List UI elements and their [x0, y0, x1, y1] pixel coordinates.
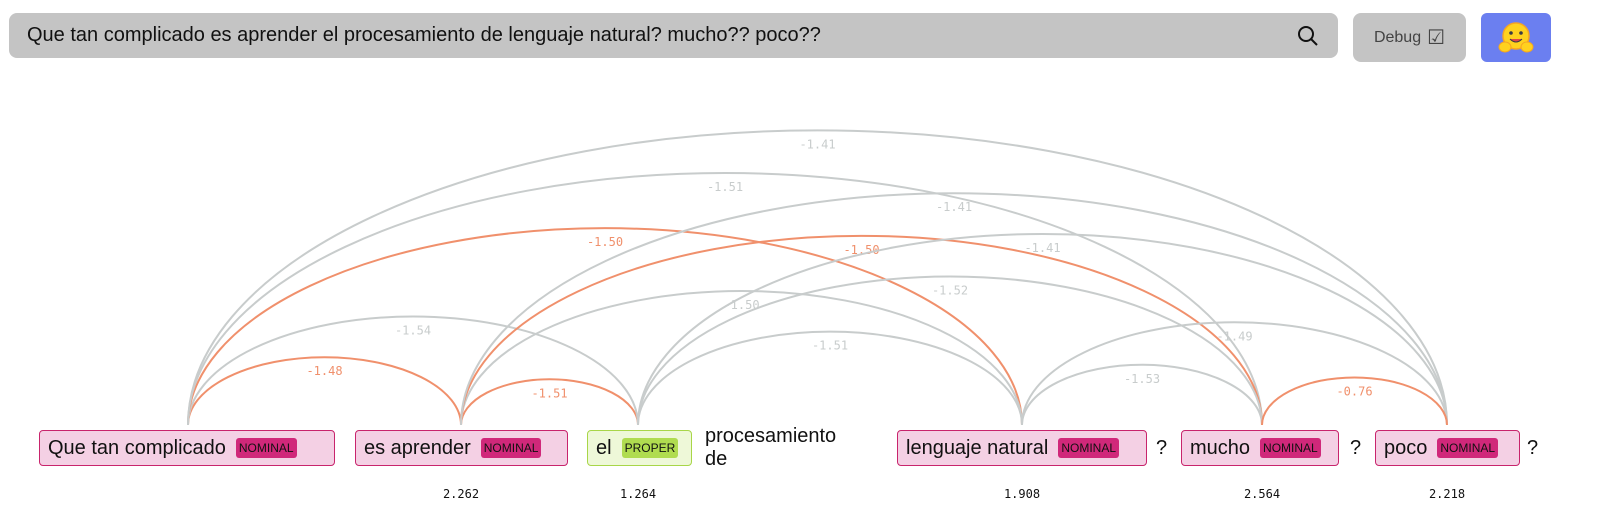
arc-score-label: -1.51 — [707, 180, 743, 194]
arc-score-label: -1.48 — [306, 364, 342, 378]
arc-score-label: -0.76 — [1336, 384, 1372, 398]
coref-arc — [460, 378, 639, 426]
arc-score-label: -1.51 — [531, 386, 567, 400]
arc-score-label: -1.50 — [843, 243, 879, 257]
arc-score-label: -1.51 — [812, 339, 848, 353]
mention-text: el — [596, 436, 612, 459]
checkbox-icon: ☑ — [1427, 27, 1446, 49]
mention-score: 2.262 — [442, 487, 480, 501]
arc-score-label: -1.41 — [936, 200, 972, 214]
search-text: Que tan complicado es aprender el proces… — [27, 24, 821, 46]
search-input[interactable]: Que tan complicado es aprender el proces… — [9, 13, 1338, 58]
arc-score-label: -1.41 — [1024, 241, 1060, 255]
mention-type-badge: NOMINAL — [480, 438, 542, 458]
mention-type-badge: NOMINAL — [1058, 438, 1120, 458]
plain-text: procesamiento de — [705, 425, 837, 470]
coref-arc — [637, 275, 1263, 426]
mention-text: es aprender — [364, 436, 471, 459]
mention-type-badge: PROPER — [621, 438, 679, 458]
hugging-face-logo-icon — [1498, 21, 1534, 52]
mention-text: lenguaje natural — [906, 436, 1049, 459]
mention-type-badge: NOMINAL — [1260, 438, 1321, 458]
mention[interactable]: lenguaje natural NOMINAL — [897, 430, 1147, 466]
arc-score-label: -1.52 — [932, 283, 968, 297]
arc-score-label: -1.41 — [799, 137, 835, 151]
coref-arc — [460, 234, 1263, 426]
coref-arc — [187, 171, 1263, 426]
mention[interactable]: es aprender NOMINAL — [355, 430, 568, 466]
mention-score: 2.564 — [1243, 487, 1281, 501]
coref-arc — [637, 232, 1448, 426]
mention-text: Que tan complicado — [48, 436, 226, 459]
arc-score-label: -1.54 — [395, 324, 431, 338]
coref-arc — [1021, 321, 1448, 426]
coref-arc — [187, 356, 462, 426]
arc-score-label: -1.53 — [1124, 372, 1160, 386]
debug-toggle-button[interactable]: Debug ☑ — [1353, 13, 1466, 62]
plain-text: ? — [1527, 436, 1539, 459]
mention-text: poco — [1384, 436, 1428, 459]
mention-score: 1.264 — [619, 487, 657, 501]
search-icon[interactable] — [1296, 24, 1320, 48]
coref-arc — [187, 227, 1023, 426]
coref-arc — [637, 330, 1023, 426]
mention[interactable]: mucho NOMINAL — [1181, 430, 1339, 466]
mention-score: 2.218 — [1428, 487, 1466, 501]
mention[interactable]: Que tan complicado NOMINAL — [39, 430, 335, 466]
plain-text: ? — [1350, 436, 1362, 459]
mention-text: mucho — [1190, 436, 1251, 459]
coref-arc — [1021, 363, 1263, 426]
coref-arc — [187, 129, 1448, 426]
mention[interactable]: el PROPER — [587, 430, 692, 466]
debug-label: Debug — [1373, 28, 1422, 46]
hugging-face-logo-button[interactable] — [1481, 13, 1551, 62]
coref-arc — [460, 289, 1023, 426]
coref-arc — [460, 192, 1448, 426]
arc-score-label: -1.49 — [1216, 329, 1252, 343]
coref-arc — [1261, 376, 1448, 426]
coref-arc — [187, 315, 639, 426]
mention-type-badge: NOMINAL — [235, 438, 297, 458]
arc-score-label: -1.50 — [587, 235, 623, 249]
plain-text: ? — [1156, 436, 1168, 459]
mention-type-badge: NOMINAL — [1437, 438, 1499, 458]
mention-score: 1.908 — [1003, 487, 1041, 501]
mention[interactable]: poco NOMINAL — [1375, 430, 1520, 466]
